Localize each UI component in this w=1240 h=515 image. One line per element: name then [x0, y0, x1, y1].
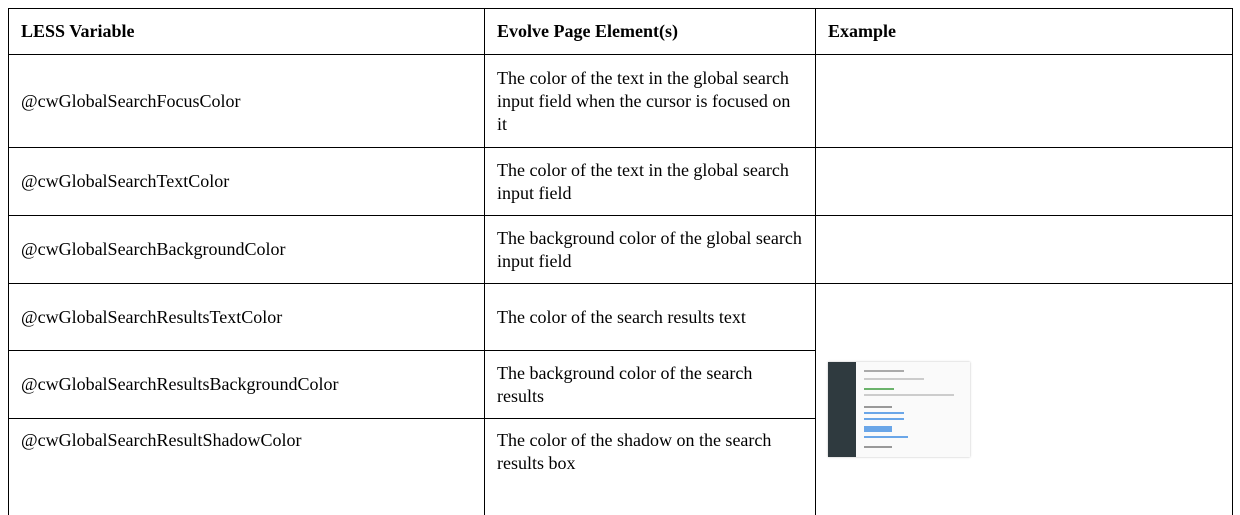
row: @cwGlobalSearchBackgroundColor The backg… [8, 215, 1233, 284]
example-cell [815, 54, 1233, 148]
variable-cell: @cwGlobalSearchResultsBackgroundColor [8, 350, 485, 419]
example-cell [815, 215, 1233, 284]
header-cell: Example [815, 8, 1233, 55]
row: @cwGlobalSearchFocusColor The color of t… [8, 54, 1233, 148]
variable-cell: @cwGlobalSearchBackgroundColor [8, 215, 485, 284]
example-screenshot [828, 362, 970, 457]
row: @cwGlobalSearchResultsTextColor The colo… [8, 283, 1233, 515]
element-cell: The color of the text in the global sear… [484, 147, 816, 216]
element-cell: The background color of the global searc… [484, 215, 816, 284]
example-cell [815, 147, 1233, 216]
header-row: LESS Variable Evolve Page Element(s) Exa… [8, 8, 1233, 55]
element-cell: The color of the text in the global sear… [484, 54, 816, 148]
row: @cwGlobalSearchTextColor The color of th… [8, 147, 1233, 216]
element-cell: The color of the search results text [484, 283, 816, 351]
header-cell: Evolve Page Element(s) [484, 8, 816, 55]
variable-cell: @cwGlobalSearchResultShadowColor [8, 418, 485, 515]
element-cell: The color of the shadow on the search re… [484, 418, 816, 515]
row: @cwGlobalSearchResultShadowColor The col… [8, 418, 1233, 515]
variable-cell: @cwGlobalSearchFocusColor [8, 54, 485, 148]
variable-cell: @cwGlobalSearchResultsTextColor [8, 283, 485, 351]
variables-table: LESS Variable Evolve Page Element(s) Exa… [8, 8, 1233, 515]
row: @cwGlobalSearchResultsBackgroundColor Th… [8, 350, 1233, 419]
variable-cell: @cwGlobalSearchTextColor [8, 147, 485, 216]
header-cell: LESS Variable [8, 8, 485, 55]
element-cell: The background color of the search resul… [484, 350, 816, 419]
